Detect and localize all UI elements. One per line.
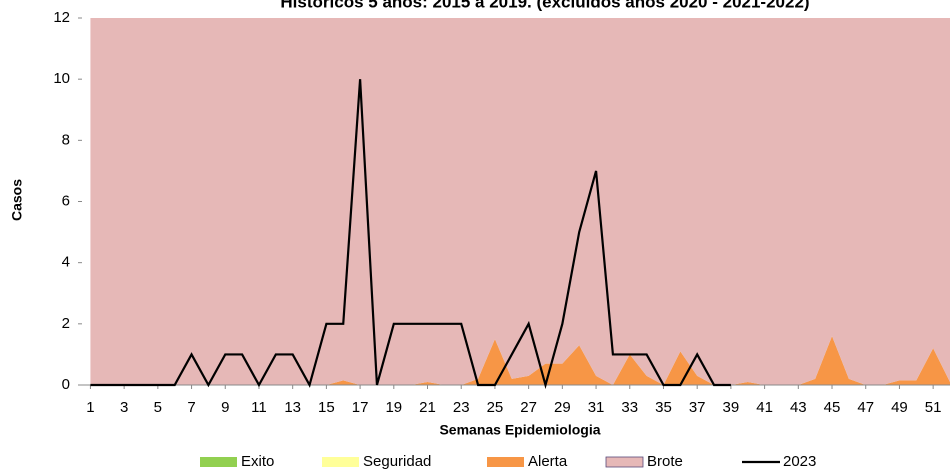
x-tick-label: 43 (790, 399, 807, 416)
x-tick-label: 19 (385, 399, 402, 416)
x-tick-label: 5 (154, 399, 162, 416)
x-tick-label: 9 (221, 399, 229, 416)
legend-label: Brote (647, 453, 683, 470)
legend-swatch (200, 457, 237, 467)
x-tick-label: 39 (723, 399, 740, 416)
x-tick-label: 49 (891, 399, 908, 416)
x-tick-label: 17 (352, 399, 369, 416)
x-tick-label: 1 (86, 399, 94, 416)
line (90, 79, 731, 390)
x-tick-label: 47 (857, 399, 874, 416)
y-tick-label: 10 (53, 70, 70, 87)
legend-swatch (487, 457, 524, 467)
x-tick-label: 29 (554, 399, 571, 416)
legend-swatch (605, 456, 644, 468)
y-tick-label: 12 (53, 9, 70, 26)
y-tick-label: 4 (62, 254, 70, 271)
x-axis-label: Semanas Epidemiologia (439, 422, 600, 438)
x-tick-label: 25 (487, 399, 504, 416)
x-tick-label: 35 (655, 399, 672, 416)
area (90, 18, 950, 385)
y-tick-label: 6 (62, 192, 70, 209)
x-tick-label: 7 (187, 399, 195, 416)
x-tick-label: 45 (824, 399, 841, 416)
x-tick-label: 21 (419, 399, 436, 416)
x-tick-label: 11 (251, 399, 267, 416)
legend-label: Exito (241, 453, 274, 470)
x-tick-label: 37 (689, 399, 706, 416)
legend-label: 2023 (783, 453, 816, 470)
y-tick-label: 2 (62, 315, 70, 332)
x-tick-label: 41 (756, 399, 773, 416)
legend-swatch (322, 457, 359, 467)
legend-label: Alerta (528, 453, 568, 470)
chart-title: Históricos 5 años: 2015 a 2019. (excluid… (280, 0, 809, 11)
legend-label: Seguridad (363, 453, 431, 470)
x-tick-label: 31 (588, 399, 605, 416)
x-tick-label: 33 (621, 399, 638, 416)
y-axis-label: Casos (9, 179, 25, 221)
x-tick-label: 27 (520, 399, 537, 416)
x-tick-label: 23 (453, 399, 470, 416)
y-tick-label: 0 (62, 376, 70, 393)
x-tick-label: 13 (284, 399, 301, 416)
x-tick-label: 3 (120, 399, 128, 416)
x-tick-label: 51 (925, 399, 942, 416)
x-tick-label: 15 (318, 399, 335, 416)
y-tick-label: 8 (62, 131, 70, 148)
